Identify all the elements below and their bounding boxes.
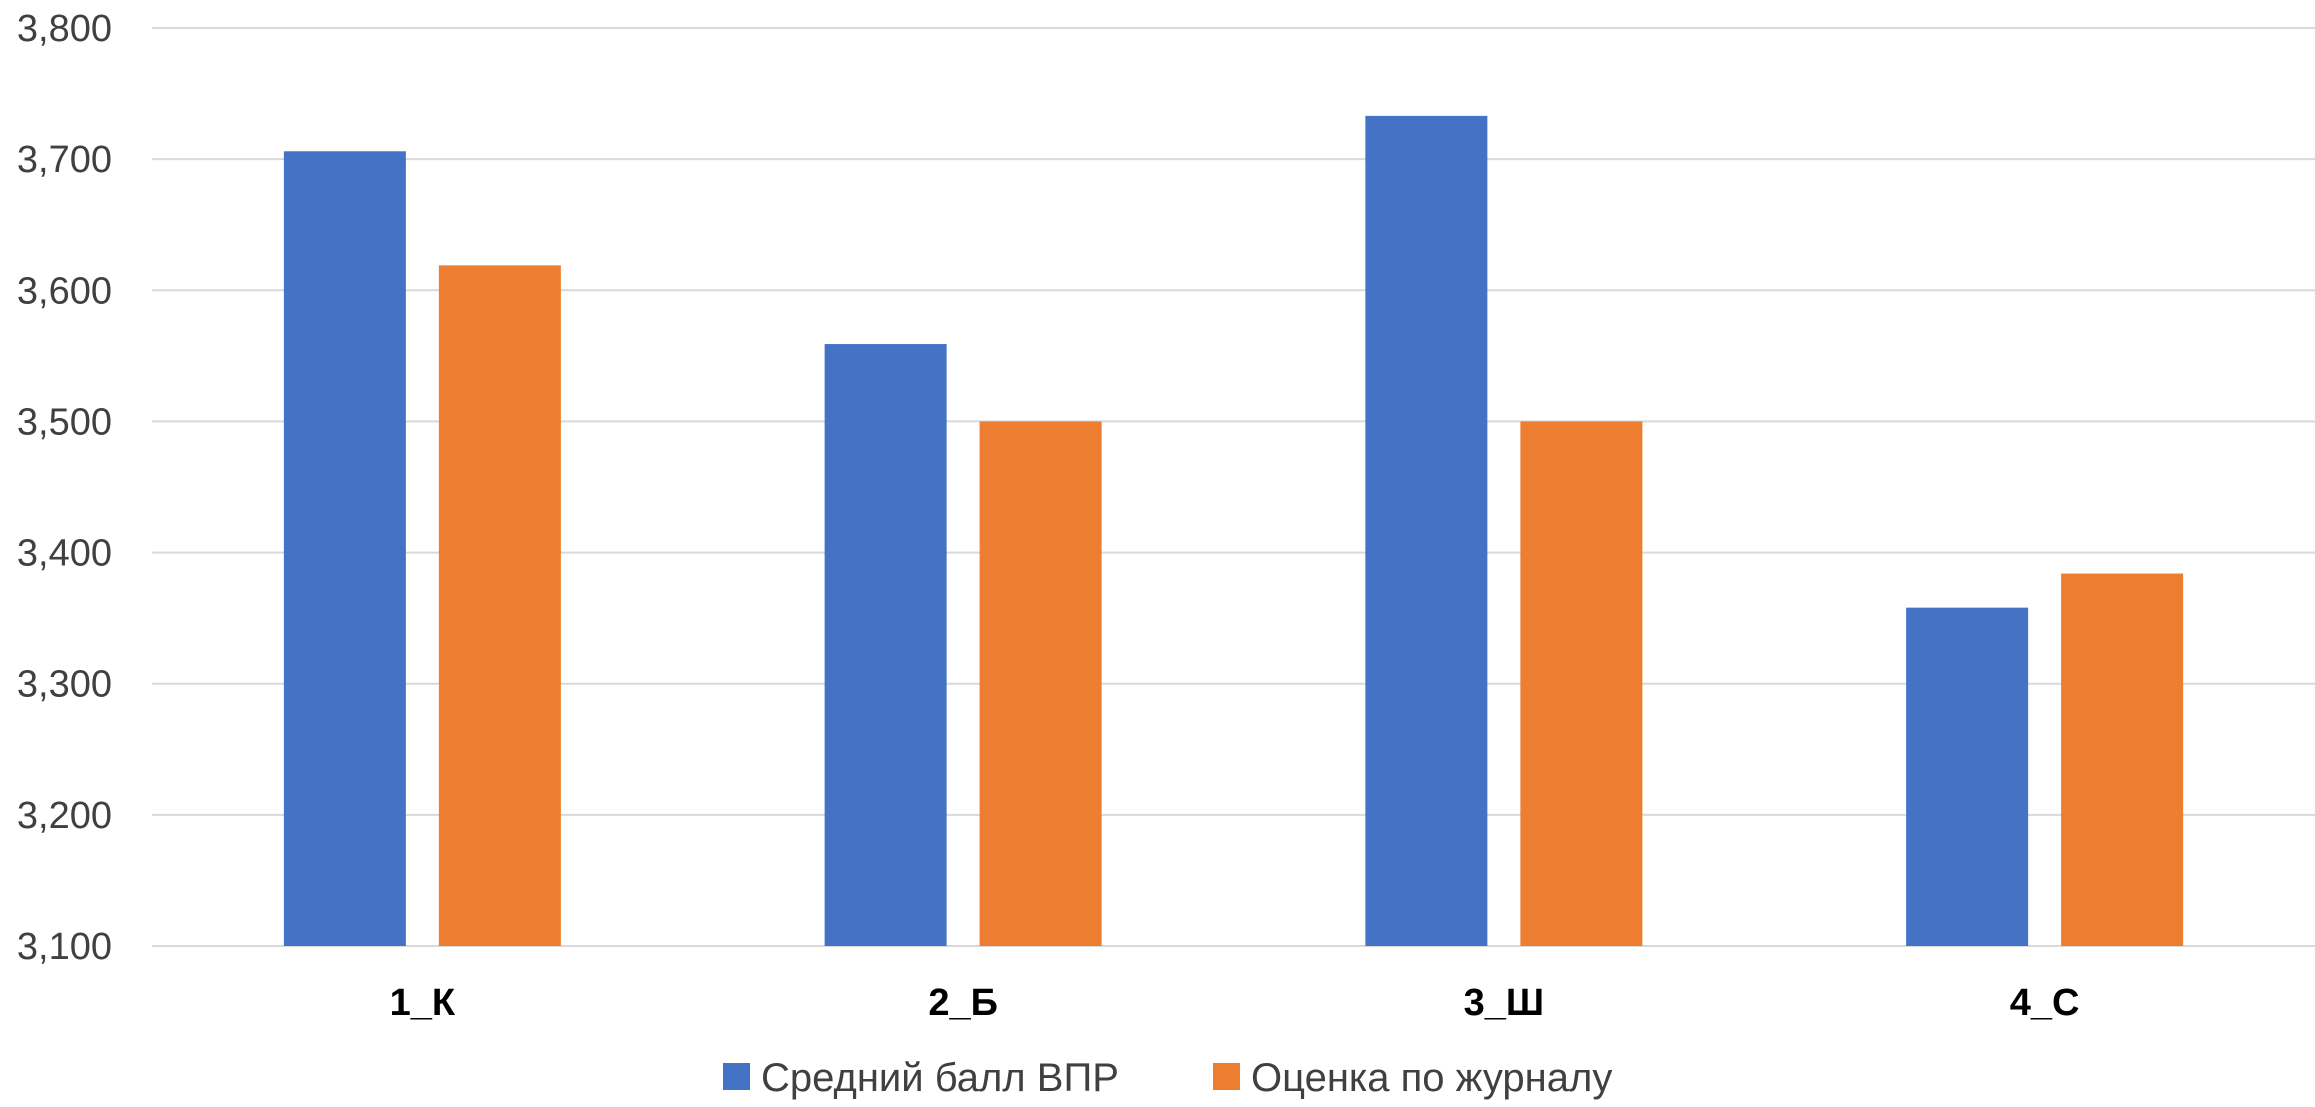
bars	[283, 115, 2184, 947]
bar-vpr-2	[824, 344, 947, 946]
y-axis-ticks: 3,100 3,200 3,300 3,400 3,500 3,600 3,700 3,800	[17, 8, 112, 968]
bar-vpr-1	[283, 151, 406, 946]
legend-item: Оценка по журналу	[1213, 1056, 1612, 1100]
bar-vpr-3	[1365, 115, 1488, 946]
y-tick-label: 3,100	[17, 926, 112, 968]
y-tick-label: 3,700	[17, 139, 112, 181]
x-tick-label: 2_Б	[928, 982, 998, 1024]
legend-label: Средний балл ВПР	[761, 1056, 1119, 1100]
y-tick-label: 3,200	[17, 795, 112, 837]
y-tick-label: 3,400	[17, 533, 112, 575]
legend: Средний балл ВПР Оценка по журналу	[723, 1056, 1612, 1100]
y-tick-label: 3,600	[17, 270, 112, 312]
legend-swatch	[1213, 1063, 1240, 1090]
legend-swatch	[723, 1063, 750, 1090]
y-tick-label: 3,300	[17, 664, 112, 706]
x-tick-label: 4_С	[2010, 982, 2080, 1024]
legend-item: Средний балл ВПР	[723, 1056, 1119, 1100]
x-axis-ticks: 1_К 2_Б 3_Ш 4_С	[390, 982, 2080, 1024]
bar-journal-3	[1520, 421, 1643, 946]
x-tick-label: 3_Ш	[1464, 982, 1544, 1024]
bar-journal-2	[979, 421, 1102, 946]
bar-journal-1	[438, 265, 561, 947]
y-tick-label: 3,800	[17, 8, 112, 50]
legend-label: Оценка по журналу	[1251, 1056, 1612, 1100]
y-tick-label: 3,500	[17, 401, 112, 443]
x-tick-label: 1_К	[390, 982, 456, 1024]
bar-journal-4	[2061, 573, 2184, 946]
bar-vpr-4	[1906, 607, 2029, 946]
